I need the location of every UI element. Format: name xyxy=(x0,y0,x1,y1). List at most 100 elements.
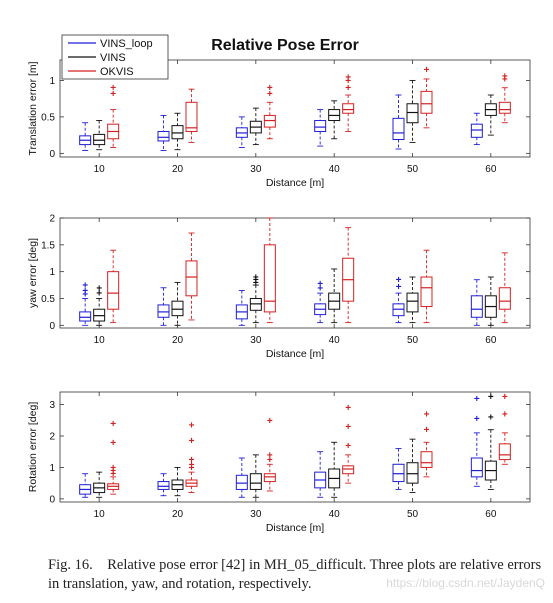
box-vins-loop-50 xyxy=(392,448,405,490)
box-vins-loop-20 xyxy=(157,473,170,497)
box-vins-loop-20 xyxy=(157,114,170,151)
y-axis-label: Translation error [m] xyxy=(27,61,39,155)
box-vins-40 xyxy=(328,441,341,498)
box-iqr xyxy=(420,451,433,468)
outlier-marker: + xyxy=(424,425,430,436)
outlier-marker: + xyxy=(110,466,116,477)
outlier-marker: + xyxy=(189,421,195,432)
subplot-3: 0 1 2 3 10 20 30 40 50 60 Distance [m] Rotation err… xyxy=(27,391,531,534)
watermark-url: https://blog.csdn.net/JaydenQ xyxy=(386,576,545,590)
x-tick-label: 40 xyxy=(329,335,341,346)
x-tick-label: 10 xyxy=(94,164,106,175)
box-okvis-30: ++ xyxy=(263,83,276,140)
box-iqr xyxy=(185,101,198,132)
box-vins-60 xyxy=(484,94,497,136)
box-vins-30 xyxy=(249,107,262,146)
outlier-marker: + xyxy=(189,436,195,447)
box-iqr xyxy=(392,117,405,140)
box-iqr xyxy=(342,465,355,475)
x-tick-label: 40 xyxy=(329,509,341,520)
box-vins-loop-20 xyxy=(157,287,170,326)
box-iqr xyxy=(263,244,276,313)
outlier-marker: + xyxy=(96,289,102,300)
outlier-marker: + xyxy=(110,419,116,430)
caption-label: Fig. 16. xyxy=(48,557,93,573)
outlier-marker: + xyxy=(502,392,508,403)
box-okvis-20 xyxy=(185,88,198,143)
y-tick-label: 2 xyxy=(49,214,55,225)
y-axis-label: Rotation error [deg] xyxy=(27,402,39,493)
outlier-marker: + xyxy=(82,290,88,301)
outlier-marker: + xyxy=(110,438,116,449)
box-iqr xyxy=(93,133,106,146)
box-vins-40 xyxy=(328,100,341,140)
box-okvis-30 xyxy=(263,217,276,324)
box-vins-loop-60 xyxy=(470,279,483,326)
plot-frame xyxy=(59,59,531,158)
box-vins-loop-60 xyxy=(470,112,483,146)
outlier-marker: + xyxy=(345,441,351,452)
legend-label: VINS_loop xyxy=(100,38,153,50)
box-iqr xyxy=(406,292,419,313)
x-tick-label: 60 xyxy=(485,164,497,175)
box-vins-60 xyxy=(484,276,497,326)
outlier-marker: + xyxy=(345,422,351,433)
box-iqr xyxy=(498,101,511,114)
outlier-marker: + xyxy=(345,403,351,414)
box-vins-loop-30 xyxy=(235,457,248,498)
box-iqr xyxy=(171,300,184,317)
box-iqr xyxy=(498,287,511,310)
y-axis-label: yaw error [deg] xyxy=(27,238,39,308)
x-tick-label: 30 xyxy=(250,335,262,346)
outlier-marker: + xyxy=(82,281,88,292)
outlier-marker: + xyxy=(502,410,508,421)
box-okvis-10 xyxy=(107,249,120,324)
box-vins-10 xyxy=(93,471,106,498)
box-vins-loop-30 xyxy=(235,289,248,326)
outlier-marker: + xyxy=(474,394,480,405)
outlier-marker: + xyxy=(253,275,259,286)
box-iqr xyxy=(498,443,511,461)
box-okvis-20: +++++ xyxy=(185,421,198,494)
y-tick-label: 1.5 xyxy=(41,240,55,251)
box-okvis-50: ++ xyxy=(420,410,433,478)
figure-title: Relative Pose Error xyxy=(211,37,359,54)
x-tick-label: 20 xyxy=(172,164,184,175)
box-iqr xyxy=(79,311,92,322)
outlier-marker: + xyxy=(253,273,259,284)
box-okvis-40: + + + xyxy=(342,403,355,484)
outlier-marker: + xyxy=(502,74,508,85)
x-tick-label: 60 xyxy=(485,509,497,520)
box-okvis-20 xyxy=(185,232,198,321)
x-tick-label: 30 xyxy=(250,509,262,520)
box-okvis-60 xyxy=(498,252,511,324)
box-vins-20 xyxy=(171,281,184,326)
box-iqr xyxy=(470,123,483,138)
box-vins-50 xyxy=(406,276,419,324)
x-tick-label: 20 xyxy=(172,335,184,346)
box-iqr xyxy=(263,473,276,483)
x-axis-label: Distance [m] xyxy=(266,348,324,360)
y-tick-label: 0 xyxy=(49,149,55,160)
box-vins-30: +++ xyxy=(249,273,262,324)
y-tick-label: 1 xyxy=(49,76,55,87)
box-okvis-60: ++ xyxy=(498,72,511,124)
outlier-marker: + xyxy=(110,83,116,94)
box-vins-50 xyxy=(406,438,419,494)
outlier-marker: + xyxy=(96,283,102,294)
legend-label: VINS xyxy=(100,52,126,64)
legend: VINS_loop VINS OKVIS xyxy=(61,34,169,80)
box-iqr xyxy=(249,473,262,490)
box-okvis-10: ++ xyxy=(107,83,120,148)
box-vins-30 xyxy=(249,454,262,498)
outlier-marker: + xyxy=(267,89,273,100)
caption-text: Relative pose error [42] in MH_05_diffic… xyxy=(48,557,542,592)
box-okvis-10: +++++ xyxy=(107,419,120,495)
box-iqr xyxy=(171,125,184,140)
box-vins-loop-10 xyxy=(79,122,92,151)
outlier-marker: + xyxy=(317,279,323,290)
box-vins-loop-40 xyxy=(314,451,327,498)
box-iqr xyxy=(263,114,276,128)
y-tick-label: 0.5 xyxy=(41,112,55,123)
